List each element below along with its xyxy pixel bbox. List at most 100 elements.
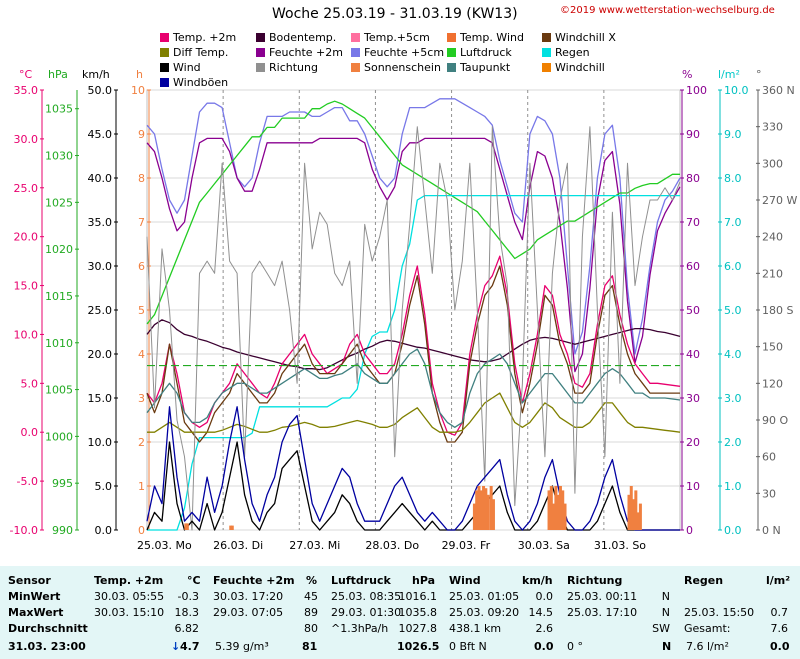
header-rain-unit: l/m²	[766, 574, 791, 587]
hum-tick-label: 30	[686, 392, 700, 405]
series-line-windchill-x	[146, 265, 680, 443]
footer-wind-extra: 0 Bft N	[449, 640, 487, 653]
press-tick-label: 990	[52, 524, 73, 537]
table-cell-hum-time: 29.03. 07:05	[213, 606, 284, 619]
legend-swatch	[160, 63, 169, 72]
dir-tick-label: 300	[762, 157, 783, 170]
sunshine-bar	[634, 490, 638, 530]
temp-tick-label: 10.0	[14, 328, 39, 341]
table-cell-rain-time: 25.03. 15:50	[684, 606, 755, 619]
temp-tick-label: 15.0	[14, 280, 39, 293]
temp-arrow-icon: ↓	[171, 640, 181, 653]
table-cell-press-time: ^1.3hPa/h	[331, 622, 389, 635]
sunshine-bar	[638, 503, 642, 530]
wind-tick-label: 25.0	[88, 304, 113, 317]
table-cell-label: MaxWert	[8, 606, 64, 619]
footer-press-value: 1026.5	[397, 640, 440, 653]
copyright-link[interactable]: ©2019 www.wetterstation-wechselburg.de	[560, 5, 775, 16]
legend-swatch	[542, 33, 551, 42]
stats-table: Sensor Temp. +2m °C Feuchte +2m % Luftdr…	[0, 566, 800, 659]
legend-label: Windchill X	[555, 31, 616, 44]
sunshine-bar	[472, 503, 476, 530]
legend-item: Windchill	[542, 61, 605, 74]
x-tick-label: 29.03. Fr	[442, 539, 491, 552]
legend-swatch	[160, 78, 169, 87]
rain-tick-label: 6.0	[724, 260, 742, 273]
table-cell-wind-val: 14.5	[528, 606, 554, 619]
legend-swatch	[447, 48, 456, 57]
weather-chart: 35.030.025.020.015.010.05.00.0-5.0-10.01…	[10, 84, 798, 552]
dir-axis-title: °	[756, 68, 762, 81]
table-cell-temp-val: 18.3	[174, 606, 200, 619]
sunshine-bar	[549, 486, 553, 530]
header-press: Luftdruck	[331, 574, 391, 587]
series-line-regen	[147, 194, 680, 531]
table-cell-dir-val: N	[661, 590, 670, 603]
temp-tick-label: 25.0	[14, 182, 39, 195]
table-cell-hum-val: 45	[304, 590, 318, 603]
header-rain: Regen	[684, 574, 724, 587]
table-cell-wind-time: 438.1 km	[449, 622, 502, 635]
x-tick-label: 30.03. Sa	[518, 539, 570, 552]
wind-tick-label: 35.0	[88, 216, 113, 229]
legend-item: Temp. +2m	[160, 31, 236, 44]
sunshine-bar	[229, 525, 233, 530]
table-cell-press-val: 1027.8	[398, 622, 438, 635]
table-cell-label: Durchschnitt	[8, 622, 88, 635]
sunshine-bar	[563, 503, 567, 530]
dir-tick-label: 90 O	[762, 414, 788, 427]
press-tick-label: 1010	[45, 337, 73, 350]
legend-swatch	[160, 33, 169, 42]
series-line-diff-temp-	[147, 392, 681, 433]
sun-tick-label: 8	[138, 172, 145, 185]
legend-label: Diff Temp.	[173, 46, 229, 59]
legend-label: Temp. Wind	[460, 31, 524, 44]
hum-tick-label: 100	[686, 84, 707, 97]
legend-label: Bodentemp.	[269, 31, 337, 44]
sun-tick-label: 5	[138, 304, 145, 317]
series-line-wind	[146, 441, 680, 531]
press-tick-label: 1035	[45, 103, 73, 116]
sunshine-bar	[489, 486, 493, 530]
dir-tick-label: 120	[762, 377, 783, 390]
dir-tick-label: 330	[762, 121, 783, 134]
wind-tick-label: 10.0	[88, 436, 113, 449]
header-temp: Temp. +2m	[94, 574, 164, 587]
legend-item: Temp. Wind	[447, 31, 524, 44]
wind-tick-label: 20.0	[88, 348, 113, 361]
sunshine-bar	[636, 512, 640, 530]
series-line-richtung	[146, 126, 681, 531]
x-tick-label: 25.03. Mo	[137, 539, 192, 552]
sun-axis-title: h	[136, 68, 143, 81]
legend-item: Windböen	[160, 76, 228, 89]
table-cell-wind-val: 2.6	[535, 622, 554, 635]
sunshine-bar	[491, 499, 495, 530]
wind-tick-label: 30.0	[88, 260, 113, 273]
hum-tick-label: 20	[686, 436, 700, 449]
header-hum: Feuchte +2m	[213, 574, 295, 587]
sunshine-bar	[547, 490, 551, 530]
sunshine-bar	[477, 486, 481, 530]
wind-tick-label: 50.0	[88, 84, 113, 97]
footer-wind-value: 0.0	[534, 640, 554, 653]
table-cell-rain-val: 0.7	[770, 606, 789, 619]
sunshine-bar	[479, 490, 483, 530]
table-cell-dir-time: 25.03. 17:10	[567, 606, 638, 619]
table-cell-press-val: 1035.8	[398, 606, 438, 619]
legend-label: Feuchte +2m	[269, 46, 343, 59]
footer-hum-value: 81	[302, 640, 318, 653]
hum-tick-label: 0	[686, 524, 693, 537]
table-cell-hum-val: 89	[304, 606, 318, 619]
header-wind: Wind	[449, 574, 481, 587]
dir-tick-label: 240	[762, 231, 783, 244]
legend-swatch	[542, 48, 551, 57]
sunshine-bar	[627, 494, 631, 530]
legend-item: Bodentemp.	[256, 31, 336, 44]
temp-tick-label: 0.0	[21, 426, 39, 439]
x-tick-label: 27.03. Mi	[289, 539, 340, 552]
table-cell-temp-time: 30.03. 05:55	[94, 590, 165, 603]
table-cell-wind-val: 0.0	[535, 590, 554, 603]
header-hum-unit: %	[306, 574, 318, 587]
legend-item: Taupunkt	[447, 61, 510, 74]
footer-dir-value: N	[662, 640, 672, 653]
